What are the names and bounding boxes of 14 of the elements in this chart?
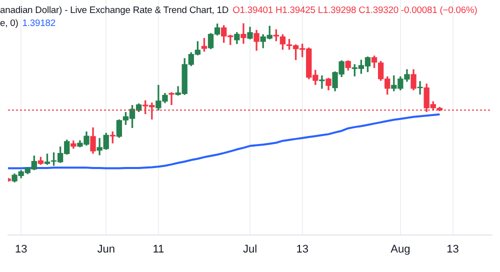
candlestick [240,23,246,44]
x-tick-label: Aug [390,243,410,256]
text: O1.39401 H1.39425 L1.39298 C1.39320 -0.00081 (−0.06%) [232,4,478,15]
candlestick [319,75,325,89]
x-tick-label: 13 [446,243,459,256]
x-tick-label: Jun [97,243,115,256]
x-tick-label: 13 [296,243,308,256]
annotation: 1.39182 [22,17,56,28]
x-tick-label: 11 [152,243,164,256]
x-tick-label: 13 [14,243,28,256]
x-tick-label: Jul [242,243,258,256]
annotation: e, 0) [0,17,18,28]
chart-title: anadian Dollar) - Live Exchange Rate & Trend Chart, 1D [0,4,229,15]
candlestick [168,92,174,106]
